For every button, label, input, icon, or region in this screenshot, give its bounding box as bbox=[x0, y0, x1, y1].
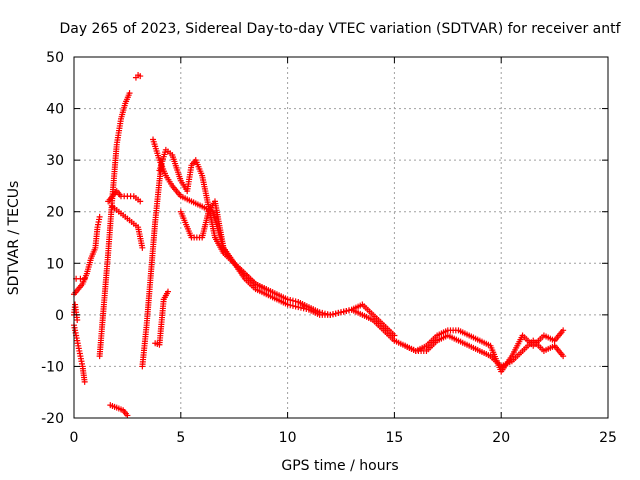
y-tick-label: 20 bbox=[46, 205, 64, 221]
data-point bbox=[300, 305, 307, 312]
y-tick-label: 10 bbox=[46, 256, 64, 272]
data-point bbox=[295, 304, 302, 311]
data-point bbox=[391, 332, 398, 339]
data-point bbox=[287, 302, 294, 309]
data-point bbox=[346, 307, 353, 314]
data-point bbox=[560, 327, 567, 334]
data-point bbox=[81, 378, 88, 385]
x-tick-label: 5 bbox=[176, 430, 185, 446]
data-point bbox=[335, 309, 342, 316]
y-tick-label: 0 bbox=[55, 308, 64, 324]
data-point bbox=[329, 311, 336, 318]
chart-title: Day 265 of 2023, Sidereal Day-to-day VTE… bbox=[59, 21, 621, 37]
data-point bbox=[289, 297, 296, 304]
data-point bbox=[96, 213, 103, 220]
series-branch-cross bbox=[177, 198, 398, 339]
data-point bbox=[560, 353, 567, 360]
series-second-rise bbox=[139, 162, 165, 370]
data-point bbox=[284, 296, 291, 303]
x-axis-title: GPS time / hours bbox=[281, 458, 398, 474]
series-lower-branch bbox=[109, 203, 146, 251]
data-point bbox=[340, 308, 347, 315]
series-mid-branch bbox=[105, 188, 144, 205]
data-point bbox=[327, 311, 334, 318]
x-tick-label: 15 bbox=[385, 430, 403, 446]
data-point bbox=[284, 301, 291, 308]
series-hump bbox=[156, 146, 270, 293]
data-point bbox=[164, 288, 171, 295]
data-point bbox=[263, 286, 270, 293]
series-rise-1 bbox=[71, 213, 103, 298]
y-tick-label: 50 bbox=[46, 50, 64, 66]
plot-frame bbox=[73, 56, 609, 419]
series-tail-lower bbox=[402, 332, 567, 370]
data-point bbox=[343, 307, 350, 314]
series-small-cluster bbox=[152, 288, 171, 348]
y-tick-label: 40 bbox=[46, 102, 64, 118]
series-decay-upper bbox=[150, 136, 398, 344]
data-point bbox=[81, 275, 88, 282]
data-point bbox=[137, 73, 144, 80]
x-tick-label: 20 bbox=[492, 430, 510, 446]
x-tick-label: 10 bbox=[279, 430, 297, 446]
grid-layer bbox=[74, 57, 608, 418]
y-tick-label: -10 bbox=[41, 359, 64, 375]
data-point bbox=[287, 297, 294, 304]
series-isolated-high bbox=[132, 72, 144, 81]
data-point bbox=[297, 304, 304, 311]
data-point bbox=[124, 412, 131, 419]
series-early-pos bbox=[71, 301, 81, 324]
x-tick-label: 0 bbox=[70, 430, 79, 446]
series-steep-rise bbox=[96, 90, 133, 360]
data-point bbox=[338, 309, 344, 316]
data-point bbox=[292, 303, 299, 310]
x-tick-label: 25 bbox=[599, 430, 617, 446]
data-layer bbox=[71, 72, 567, 419]
data-point bbox=[137, 198, 144, 205]
series-bottom-group bbox=[107, 402, 131, 419]
data-point bbox=[74, 317, 81, 324]
series-early-neg bbox=[71, 322, 88, 385]
y-tick-label: -20 bbox=[41, 411, 64, 427]
data-point bbox=[332, 310, 339, 317]
y-axis-title: SDTVAR / TECUs bbox=[6, 181, 22, 296]
data-point bbox=[292, 298, 299, 305]
ticks-layer: 0 5 10 15 20 25 -20 -10 0 10 20 30 40 50 bbox=[41, 50, 617, 446]
data-point bbox=[303, 306, 310, 313]
data-point bbox=[289, 302, 296, 309]
data-point bbox=[126, 90, 133, 97]
y-tick-label: 30 bbox=[46, 153, 64, 169]
data-point bbox=[139, 244, 146, 251]
